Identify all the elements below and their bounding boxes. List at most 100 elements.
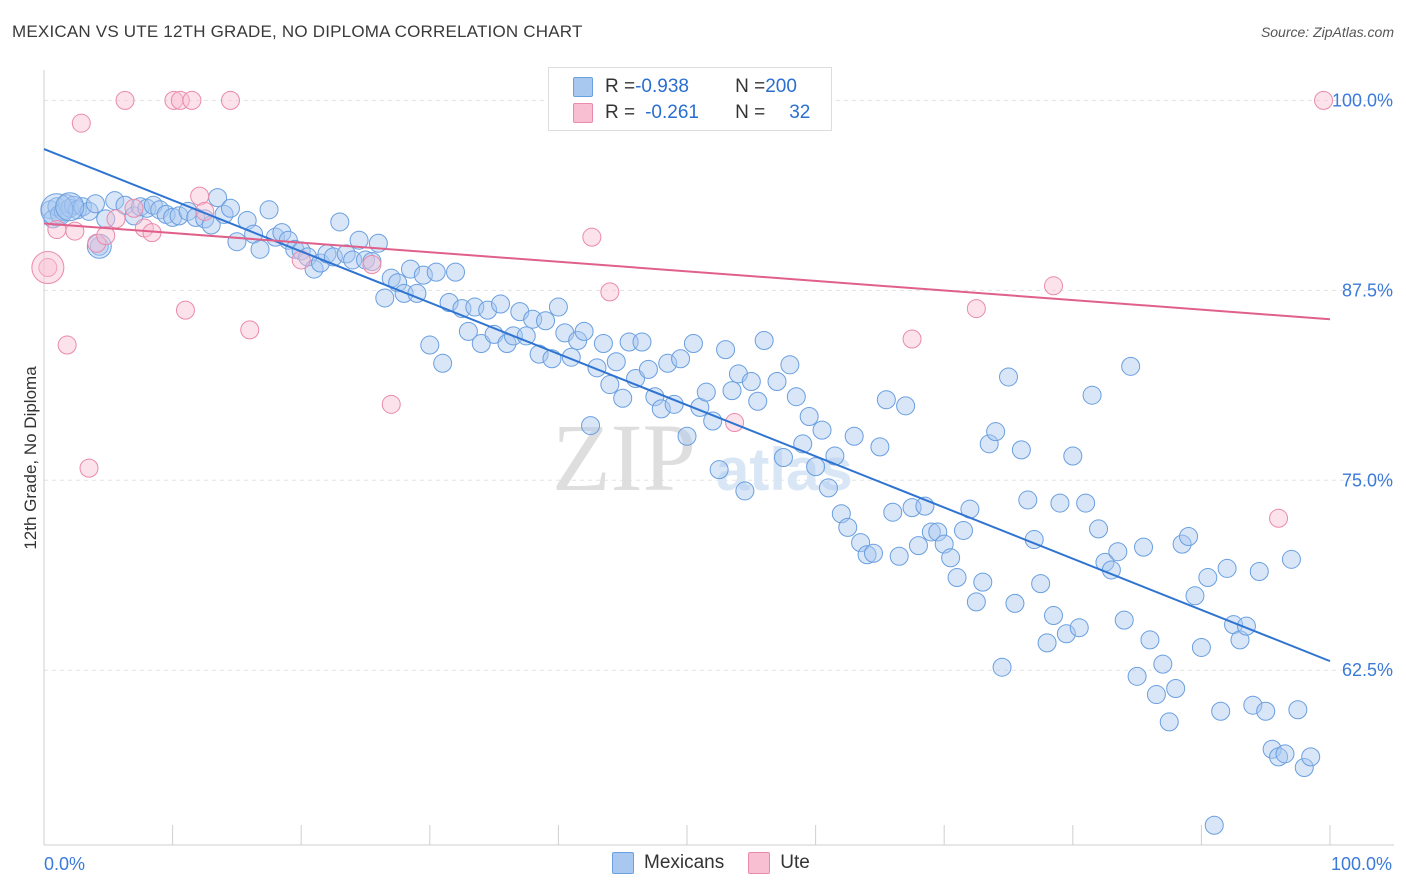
n-value: 32 [789,102,811,123]
mexicans-trend-line [43,148,1331,663]
mexicans-point [838,517,858,537]
mexicans-point [613,388,633,408]
legend-label-mexicans: Mexicans [644,852,725,873]
mexicans-point [638,359,658,379]
mexicans-point [773,448,793,467]
mexicans-point [748,391,768,411]
mexicans-point [1185,586,1205,606]
ute-point [115,90,135,110]
y-tick-label: 100.0% [1332,90,1393,110]
mexicans-point [548,297,568,317]
axes [43,70,1394,846]
mexicans-point [49,204,69,224]
mexicans-point [220,198,240,218]
mexicans-point [349,230,369,250]
mexicans-point [1031,574,1051,594]
mexicans-point [992,657,1012,677]
mexicans-point [581,416,601,436]
mexicans-point [908,536,928,556]
mexicans-point [465,297,485,317]
mexicans-point [876,390,896,410]
mexicans-point [1166,678,1186,698]
mexicans-point [1217,558,1237,578]
ute-point [362,255,382,275]
mexicans-point [542,349,562,369]
y-tick-label: 62.5% [1342,660,1393,680]
ute-point [966,299,986,319]
series-ute [31,90,1334,528]
ute-point [175,300,195,320]
ute-point [170,90,190,110]
mexicans-point [1301,747,1321,767]
mexicans-point [1204,815,1224,835]
mexicans-point [330,212,350,232]
chart-title: MEXICAN VS UTE 12TH GRADE, NO DIPLOMA CO… [12,22,583,41]
mexicans-point [1275,744,1295,764]
legend-item-ute[interactable]: Ute [748,852,810,874]
ute-point [96,226,116,246]
legend-item-mexicans[interactable]: Mexicans [612,852,724,874]
n-value: 200 [765,76,797,97]
mexicans-point [536,311,556,331]
stats-legend-row-ute: R = -0.261 N = 32 [573,101,810,125]
mexicans-point [671,349,691,369]
mexicans-point [1281,549,1301,569]
series-mexicans [40,188,1321,835]
mexicans-point [651,399,671,419]
mexicans-point [722,381,742,401]
series-legend: Mexicans Ute [612,852,834,874]
mexicans-point [786,387,806,407]
ute-point [71,113,91,133]
mexicans-point [227,232,247,252]
ute-trend-line [43,222,1331,321]
ute-point [725,413,745,433]
mexicans-point [1211,701,1231,721]
mexicans-point [741,372,761,392]
mexicans-point [1294,758,1314,777]
mexicans-point [1198,568,1218,588]
mexicans-point [401,259,421,279]
mexicans-point [1127,666,1147,686]
mexicans-point [1191,637,1211,657]
watermark-atlas: atlas [716,436,853,503]
mexicans-point [973,572,993,592]
mexicans-point [632,332,652,352]
mexicans-point [85,194,105,214]
mexicans-point [953,520,973,540]
mexicans-point [1153,654,1173,674]
mexicans-point [1076,493,1096,513]
mexicans-point [754,330,774,350]
mexicans-point [606,352,626,372]
trend-lines [43,148,1331,663]
r-value: -0.938 [635,76,689,97]
mexicans-point [1256,701,1276,721]
ute-point [106,209,126,229]
x-tick-label-max: 100.0% [1331,854,1392,874]
mexicans-point [806,457,826,477]
mexicans-point [683,334,703,354]
mexicans-point [1044,606,1064,626]
mexicans-point [889,546,909,566]
mexicans-point [1082,385,1102,405]
r-value: -0.261 [645,102,699,123]
mexicans-point [1069,618,1089,638]
stats-legend-row-mexicans: R = -0.938 N = 200 [573,75,797,99]
mexicans-point [1005,593,1025,613]
ute-point [57,335,77,355]
mexicans-point [79,201,99,221]
mexicans-point [844,426,864,446]
mexicans-point [1114,610,1134,630]
gridlines [44,99,1394,671]
r-label: R = [605,76,636,97]
mexicans-point [593,334,613,354]
mexicans-point [1249,561,1269,581]
mexicans-point [1050,493,1070,513]
ute-swatch [573,103,593,123]
ute-point [1269,508,1289,528]
mexicans-point [979,434,999,454]
mexicans-point [375,288,395,308]
mexicans-point [600,375,620,395]
ute-point [582,227,602,247]
mexicans-point [471,334,491,354]
